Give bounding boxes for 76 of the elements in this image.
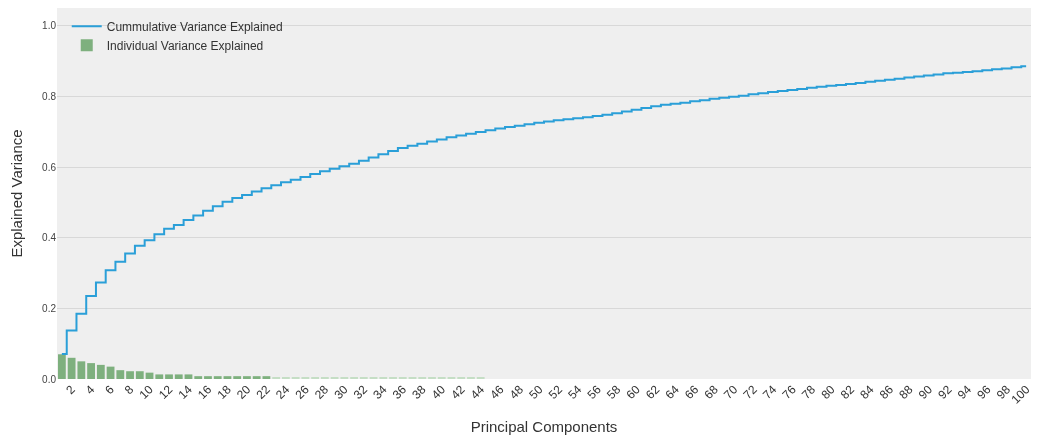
x-tick-label: 44 [467, 382, 488, 402]
x-tick-label: 30 [331, 382, 351, 402]
x-tick-label: 42 [448, 382, 468, 402]
x-tick-label: 84 [857, 382, 877, 402]
bar [213, 376, 222, 379]
y-tick-label: 0.6 [42, 161, 57, 173]
x-tick-label: 64 [662, 382, 683, 402]
y-tick-label: 0.2 [42, 302, 57, 314]
bar [184, 374, 193, 379]
x-tick-label: 70 [720, 382, 741, 402]
x-tick-label: 36 [389, 382, 410, 402]
x-tick-label: 40 [428, 382, 449, 402]
x-tick-label: 34 [370, 382, 390, 402]
bar [135, 371, 144, 379]
x-tick-label: 60 [623, 382, 644, 402]
bar [87, 363, 95, 379]
y-axis-title: Explained Variance [8, 129, 26, 258]
x-tick-label: 26 [292, 382, 312, 402]
x-axis-title: Principal Components [470, 417, 618, 435]
bar [204, 376, 212, 379]
x-tick-label: 18 [214, 382, 235, 402]
x-tick-label: 4 [82, 382, 98, 398]
x-tick-label: 86 [876, 382, 897, 402]
x-tick-label: 28 [311, 382, 332, 402]
y-tick-label: 0.8 [42, 90, 57, 102]
y-tick-label: 1.0 [42, 20, 57, 32]
legend-label: Individual Variance Explained [106, 38, 264, 53]
x-tick-label: 12 [156, 382, 176, 402]
x-tick-label: 20 [233, 382, 254, 402]
bar [57, 354, 66, 379]
x-tick-label: 66 [681, 382, 702, 402]
x-tick-label: 72 [740, 382, 760, 402]
x-tick-label: 74 [759, 382, 780, 402]
x-tick-label: 80 [818, 382, 838, 402]
bar [262, 376, 271, 379]
y-tick-label: 0.0 [42, 373, 57, 385]
bar [223, 376, 232, 379]
x-tick-label: 14 [175, 382, 196, 402]
bar [96, 364, 105, 379]
x-tick-label: 2 [63, 382, 79, 398]
x-tick-label: 32 [350, 382, 371, 402]
x-tick-label: 90 [915, 382, 936, 402]
x-tick-label: 24 [272, 382, 293, 402]
legend-label: Cummulative Variance Explained [106, 19, 283, 34]
x-tick-label: 76 [779, 382, 799, 402]
x-tick-label: 16 [194, 382, 215, 402]
x-tick-label: 54 [565, 382, 585, 402]
x-tick-label: 10 [136, 382, 157, 402]
x-tick-label: 58 [604, 382, 624, 402]
x-tick-label: 38 [409, 382, 429, 402]
bar [126, 371, 134, 379]
x-tick-label: 78 [798, 382, 819, 402]
x-tick-label: 22 [253, 382, 273, 402]
y-tick-label: 0.4 [42, 232, 57, 244]
bar [233, 376, 242, 379]
x-tick-label: 50 [526, 382, 546, 402]
x-tick-label: 92 [935, 382, 955, 402]
x-tick-label: 52 [545, 382, 566, 402]
x-tick-label: 96 [974, 382, 994, 402]
x-tick-label: 68 [701, 382, 722, 402]
bar [252, 376, 261, 379]
bar [116, 370, 125, 379]
x-tick-label: 88 [896, 382, 916, 402]
x-tick-label: 56 [584, 382, 605, 402]
x-tick-label: 62 [643, 382, 663, 402]
x-tick-label: 94 [954, 382, 975, 402]
x-tick-label: 6 [102, 382, 118, 398]
bar [155, 374, 164, 379]
bar [165, 374, 173, 379]
x-tick-label: 48 [506, 382, 527, 402]
x-tick-label: 46 [487, 382, 507, 402]
x-tick-label: 8 [121, 382, 137, 398]
x-tick-label: 82 [837, 382, 858, 402]
bar [194, 376, 203, 379]
bar [174, 374, 183, 379]
bar [243, 376, 251, 379]
